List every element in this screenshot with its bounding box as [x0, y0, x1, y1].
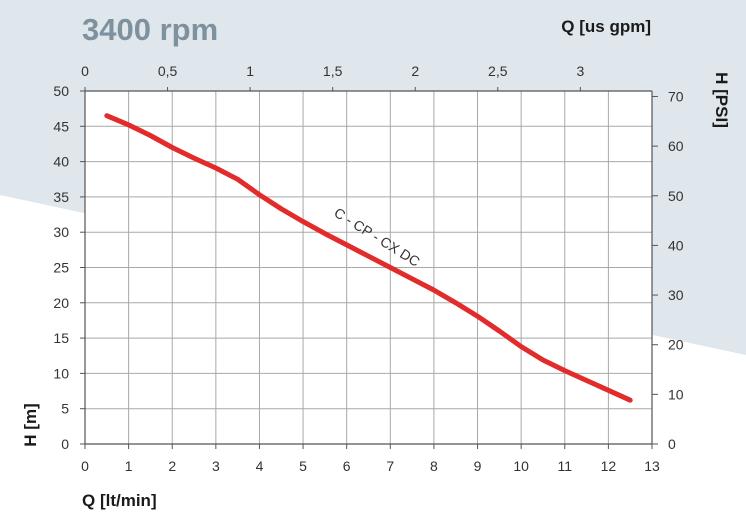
x-tick-label: 10: [513, 458, 529, 474]
series-point: [476, 315, 479, 318]
right-tick-label: 60: [668, 138, 684, 154]
x-tick-label: 9: [474, 458, 482, 474]
series-point: [563, 369, 566, 372]
top-tick-label: 2,5: [488, 63, 508, 79]
series-point: [454, 301, 457, 304]
series-point: [105, 114, 109, 117]
series-point: [367, 255, 370, 258]
x-tick-label: 4: [256, 458, 264, 474]
y-tick-label: 0: [61, 436, 69, 452]
series-point: [585, 379, 588, 382]
x-tick-label: 1: [125, 458, 133, 474]
series-point: [280, 207, 283, 211]
y-tick-label: 50: [53, 83, 69, 99]
x-tick-label: 5: [299, 458, 307, 474]
top-tick-label: 3: [576, 63, 584, 79]
right-axis-title: H [PSI]: [712, 72, 731, 128]
series-point: [541, 358, 545, 362]
x-tick-label: 6: [343, 458, 351, 474]
chart-axes: [80, 87, 658, 449]
y-tick-label: 20: [53, 295, 69, 311]
x-tick-label: 8: [430, 458, 438, 474]
right-tick-label: 30: [668, 287, 684, 303]
right-tick-label: 0: [668, 436, 676, 452]
y-tick-label: 45: [53, 118, 69, 134]
right-tick-label: 10: [668, 386, 684, 402]
y-tick-label: 15: [53, 330, 69, 346]
series-point: [171, 146, 174, 149]
right-tick-label: 70: [668, 88, 684, 104]
x-axis-title: Q [lt/min]: [82, 491, 157, 510]
series-point: [236, 178, 239, 181]
chart-grid: [84, 90, 653, 445]
series-point: [520, 345, 523, 348]
speed-label: 3400 rpm: [82, 12, 218, 47]
top-tick-label: 0: [81, 63, 89, 79]
series-point: [432, 288, 436, 292]
x-tick-label: 0: [81, 458, 89, 474]
y-tick-label: 5: [61, 401, 69, 417]
series-point: [192, 156, 196, 160]
right-tick-label: 40: [668, 237, 684, 253]
top-tick-label: 1: [246, 63, 254, 79]
top-axis-title: Q [us gpm]: [561, 17, 651, 36]
series-point: [498, 329, 501, 333]
right-tick-label: 20: [668, 337, 684, 353]
right-tick-label: 50: [668, 188, 684, 204]
series-point: [345, 243, 348, 247]
series-point: [323, 232, 327, 235]
y-tick-label: 40: [53, 154, 69, 170]
series-point: [607, 389, 610, 392]
x-tick-label: 2: [168, 458, 176, 474]
x-tick-label: 11: [557, 458, 572, 474]
series-point: [629, 399, 632, 402]
series-point: [214, 166, 217, 170]
y-axis-title: H [m]: [21, 403, 40, 446]
x-tick-label: 3: [212, 458, 220, 474]
series-point: [410, 277, 414, 280]
x-tick-label: 12: [601, 458, 617, 474]
series-point: [301, 220, 305, 223]
x-tick-label: 7: [386, 458, 394, 474]
y-tick-label: 30: [53, 224, 69, 240]
series-point: [127, 123, 130, 127]
y-tick-label: 35: [53, 189, 69, 205]
series-point: [258, 193, 261, 196]
series-point: [149, 134, 152, 137]
top-tick-label: 1,5: [323, 63, 343, 79]
top-tick-label: 2: [411, 63, 419, 79]
y-tick-label: 25: [53, 260, 69, 276]
series-point: [389, 266, 392, 269]
y-tick-label: 10: [53, 365, 69, 381]
top-tick-label: 0,5: [158, 63, 178, 79]
x-tick-label: 13: [644, 458, 660, 474]
